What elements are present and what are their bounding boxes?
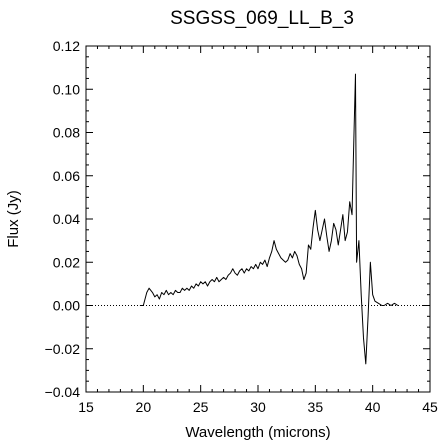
y-tick-label: 0.06 [53, 168, 80, 184]
x-tick-label: 15 [78, 399, 94, 415]
y-axis-label: Flux (Jy) [5, 190, 22, 248]
x-tick-label: 35 [308, 399, 324, 415]
series-layer [139, 73, 399, 365]
x-tick-label: 45 [422, 399, 438, 415]
y-tick-label: 0.04 [53, 211, 80, 227]
y-tick-label: 0.02 [53, 254, 80, 270]
x-tick-label: 25 [193, 399, 209, 415]
x-tick-label: 20 [136, 399, 152, 415]
y-tick-label: 0.10 [53, 81, 80, 97]
x-tick-label: 30 [250, 399, 266, 415]
axis-ticks: 15 20 25 30 35 40 45 −0.04 −0.02 0.00 0.02 0.04 0.06… [45, 38, 438, 415]
y-tick-label: −0.02 [45, 341, 81, 357]
plot-frame [85, 45, 431, 393]
x-tick-label: 40 [365, 399, 381, 415]
series-line [139, 73, 399, 365]
y-tick-label: 0.12 [53, 38, 80, 54]
x-axis-label: Wavelength (microns) [185, 424, 330, 441]
y-tick-label: 0.08 [53, 125, 80, 141]
chart-title: SSGSS_069_LL_B_3 [170, 8, 354, 29]
y-tick-label: −0.04 [45, 384, 81, 400]
y-tick-label: 0.00 [53, 298, 80, 314]
